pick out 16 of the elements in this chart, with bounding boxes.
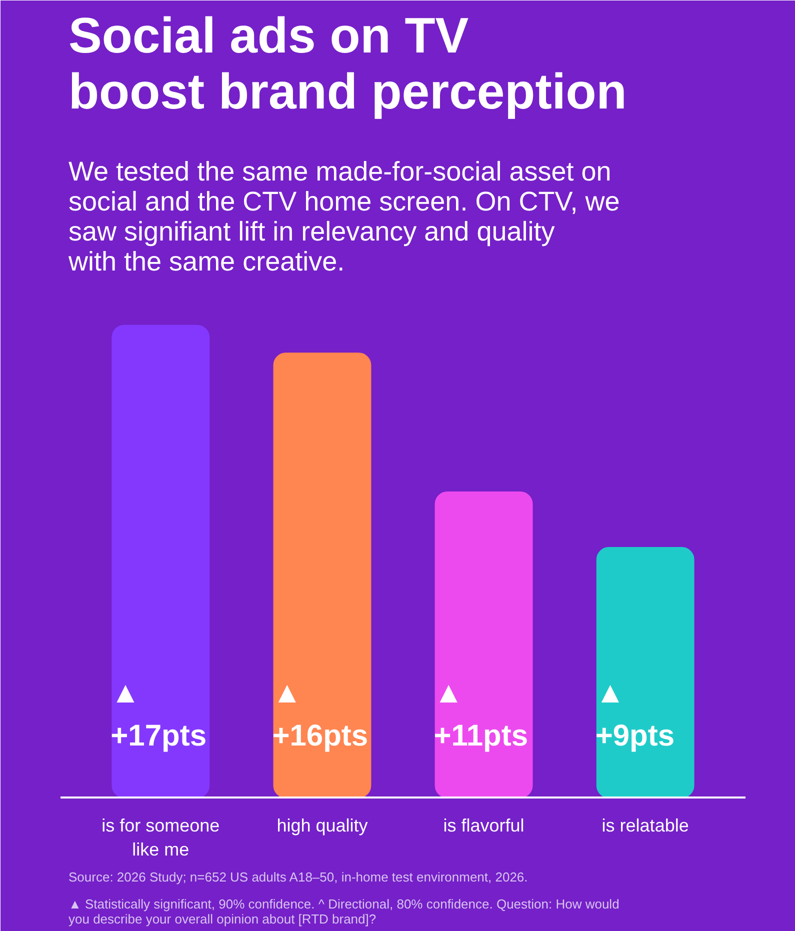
data-label: ▲ +11pts — [434, 676, 528, 752]
x-tick-label: high quality — [276, 816, 368, 836]
x-tick-label: is for someone like me — [102, 816, 220, 860]
x-tick-label: is relatable — [602, 816, 689, 836]
bar — [112, 324, 210, 798]
source-note: Source: 2026 Study; n=652 US adults A18–50, in-home test environment, 2026. — [68, 870, 528, 884]
bar — [273, 352, 372, 798]
bar — [596, 547, 694, 798]
bar — [434, 492, 533, 798]
chart-title: Social ads on TV boost brand perception — [68, 8, 627, 120]
x-tick-label: is flavorful — [443, 816, 524, 836]
data-label: ▲ +17pts — [110, 676, 207, 752]
text: ▲ Statistically significant, 90% confidence. ^ Directional, 80% confidence. Question: How would you describe your overall opinion about [RTD brand]? — [68, 896, 620, 926]
data-label: ▲ +9pts — [595, 676, 675, 752]
data-label: ▲ +16pts — [272, 676, 368, 752]
chart-subtitle: We tested the same made-for-social asset on social and the CTV home screen. On CTV, we saw signifiant lift in relevancy and quality with the same creative. — [68, 156, 620, 276]
